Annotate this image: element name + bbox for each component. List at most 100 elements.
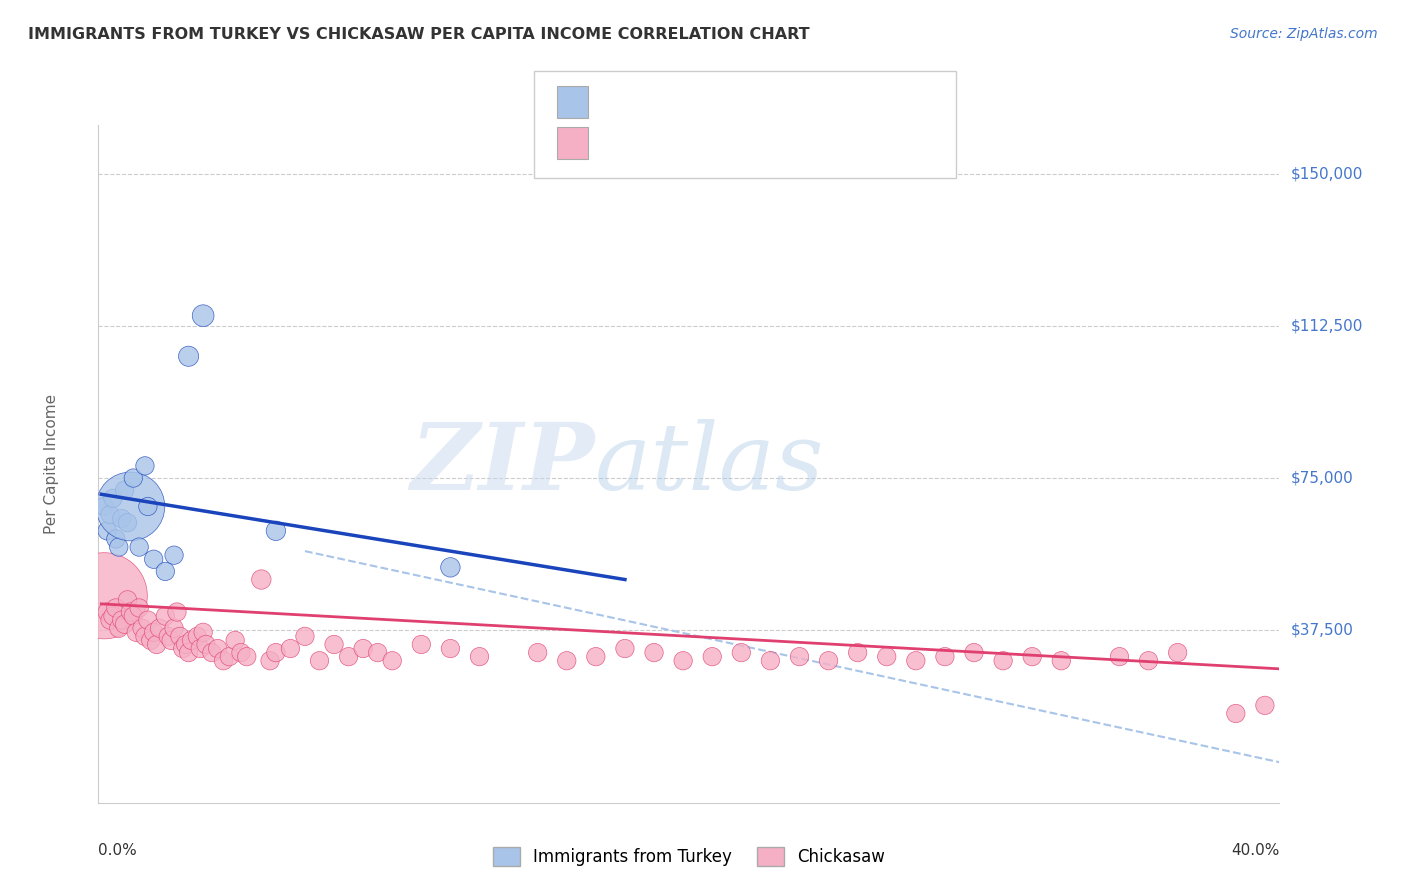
Point (1167, 646, 1189, 660)
Point (98, 508, 121, 522)
Text: IMMIGRANTS FROM TURKEY VS CHICKASAW PER CAPITA INCOME CORRELATION CHART: IMMIGRANTS FROM TURKEY VS CHICKASAW PER … (28, 27, 810, 42)
Point (172, 641, 194, 656)
Point (294, 629, 316, 643)
Point (702, 649, 724, 664)
Point (96, 524, 118, 538)
Point (104, 532, 127, 546)
Point (117, 516, 139, 530)
Text: 0.0%: 0.0% (98, 844, 138, 858)
Point (111, 511, 134, 525)
Point (148, 621, 170, 635)
Point (1021, 649, 1043, 664)
Point (337, 649, 360, 664)
Point (93, 500, 115, 514)
Point (439, 560, 461, 574)
Point (163, 621, 186, 635)
Point (120, 500, 142, 514)
Point (93, 589, 115, 603)
Point (114, 617, 136, 632)
Point (555, 654, 578, 668)
Point (125, 625, 148, 640)
Point (352, 641, 374, 656)
Point (367, 646, 389, 660)
Point (134, 629, 156, 643)
Point (104, 601, 127, 615)
Point (163, 548, 186, 562)
Point (177, 349, 200, 363)
Point (1108, 649, 1130, 664)
Point (120, 605, 142, 619)
Point (145, 638, 167, 652)
Point (439, 641, 461, 656)
Point (643, 646, 665, 660)
Text: N =: N = (707, 134, 744, 152)
Point (139, 633, 162, 648)
Point (224, 633, 246, 648)
Point (264, 524, 287, 538)
Point (142, 625, 165, 640)
Point (259, 654, 281, 668)
Legend: Immigrants from Turkey, Chickasaw: Immigrants from Turkey, Chickasaw (486, 840, 891, 872)
Point (122, 609, 145, 624)
Point (191, 625, 214, 640)
Point (876, 649, 898, 664)
Point (128, 540, 150, 554)
Text: atlas: atlas (595, 419, 824, 508)
Text: $75,000: $75,000 (1291, 471, 1354, 485)
Point (186, 629, 208, 643)
Point (166, 605, 188, 619)
Text: R =: R = (602, 134, 638, 152)
Point (122, 471, 145, 485)
Point (101, 609, 124, 624)
Text: 79: 79 (742, 134, 766, 152)
Text: 21: 21 (742, 93, 765, 111)
Point (526, 646, 548, 660)
Point (904, 654, 927, 668)
Point (789, 649, 811, 664)
Text: $150,000: $150,000 (1291, 166, 1362, 181)
Point (136, 613, 159, 627)
Point (177, 646, 200, 660)
Point (96, 605, 118, 619)
Point (134, 458, 156, 473)
Point (229, 646, 252, 660)
Point (236, 649, 259, 664)
Point (174, 638, 197, 652)
Point (128, 601, 150, 615)
Point (207, 641, 229, 656)
Point (308, 654, 330, 668)
Point (169, 629, 191, 643)
Point (846, 646, 869, 660)
Point (323, 638, 346, 652)
Point (136, 500, 159, 514)
Point (672, 654, 695, 668)
Point (264, 646, 287, 660)
Point (201, 646, 224, 660)
Point (101, 491, 124, 506)
Point (250, 573, 273, 587)
Point (730, 646, 752, 660)
Text: $37,500: $37,500 (1291, 623, 1354, 638)
Text: R =: R = (602, 93, 638, 111)
Point (131, 621, 153, 635)
Text: 40.0%: 40.0% (1232, 844, 1279, 858)
Point (381, 654, 404, 668)
Point (212, 654, 235, 668)
Text: -0.505: -0.505 (644, 134, 703, 152)
Point (1225, 706, 1247, 721)
Point (1137, 654, 1160, 668)
Text: N =: N = (707, 93, 744, 111)
Point (934, 649, 956, 664)
Point (1050, 654, 1073, 668)
Point (191, 309, 214, 323)
Point (468, 649, 491, 664)
Point (180, 633, 202, 648)
Point (188, 641, 211, 656)
Point (991, 654, 1014, 668)
Point (759, 654, 782, 668)
Text: $112,500: $112,500 (1291, 318, 1362, 334)
Point (613, 641, 636, 656)
Point (1254, 698, 1277, 713)
Point (155, 609, 177, 624)
Point (117, 592, 139, 607)
